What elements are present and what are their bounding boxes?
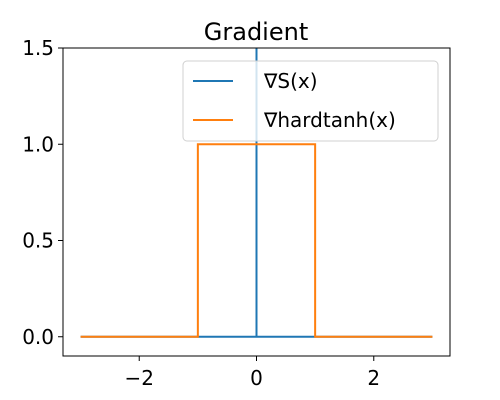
legend-box	[182, 60, 439, 142]
legend-label-0: ∇S(x)	[263, 69, 318, 93]
axis-layer: −2 0 2 0.0 0.5 1.0 1.5	[22, 36, 451, 390]
y-tick-label: 0.0	[22, 325, 54, 349]
series-line-1	[80, 143, 433, 338]
series-layer	[80, 48, 433, 338]
y-tick-label: 0.5	[22, 229, 54, 253]
legend-label-1: ∇hardtanh(x)	[263, 108, 396, 132]
x-tick-label: −2	[124, 366, 153, 390]
chart-title: Gradient	[204, 18, 308, 46]
legend: ∇S(x) ∇hardtanh(x)	[182, 60, 439, 142]
x-tick-label: 2	[367, 366, 380, 390]
y-tick-label: 1.0	[22, 132, 54, 156]
y-tick-label: 1.5	[22, 36, 54, 60]
x-tick-label: 0	[250, 366, 263, 390]
